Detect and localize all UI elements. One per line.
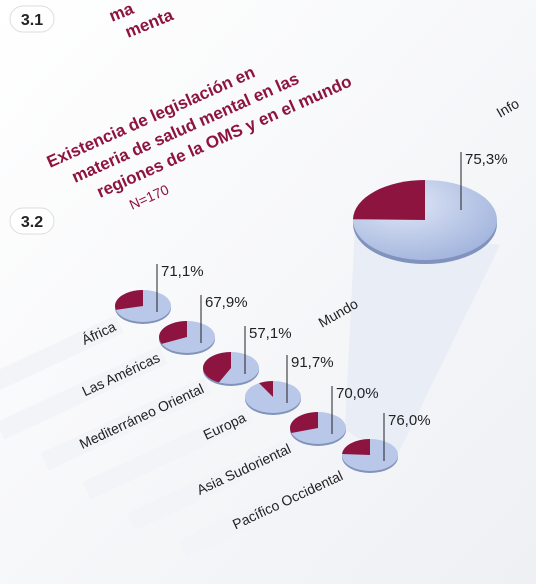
- value-label: 70,0%: [336, 385, 379, 402]
- value-label: 71,1%: [161, 263, 204, 280]
- band: [82, 406, 254, 500]
- category-band: [0, 315, 124, 409]
- category-band: [40, 377, 212, 471]
- band: [0, 315, 124, 409]
- category-band: [82, 406, 254, 500]
- section-number: 3.1: [21, 12, 43, 29]
- value-label: 75,3%: [465, 151, 508, 168]
- band: [0, 346, 168, 440]
- value-label: 57,1%: [249, 325, 292, 342]
- pie-slice: [203, 352, 231, 383]
- pie-slice: [342, 439, 370, 455]
- band: [40, 377, 212, 471]
- value-label: 91,7%: [291, 354, 334, 371]
- value-label: 76,0%: [388, 412, 431, 429]
- category-band: [127, 437, 299, 531]
- pie-slice: [115, 290, 143, 310]
- badge: [9, 5, 55, 33]
- section-number: 3.2: [21, 214, 43, 231]
- pie-slice: [259, 381, 273, 397]
- category-band: [179, 464, 351, 558]
- badge: [9, 207, 55, 235]
- category-band: [0, 346, 168, 440]
- band: [127, 437, 299, 531]
- fan: [345, 225, 500, 460]
- band: [179, 464, 351, 558]
- pie-slice: [353, 180, 425, 220]
- pie-slice: [159, 321, 187, 344]
- pie-slice: [290, 412, 318, 433]
- value-label: 67,9%: [205, 294, 248, 311]
